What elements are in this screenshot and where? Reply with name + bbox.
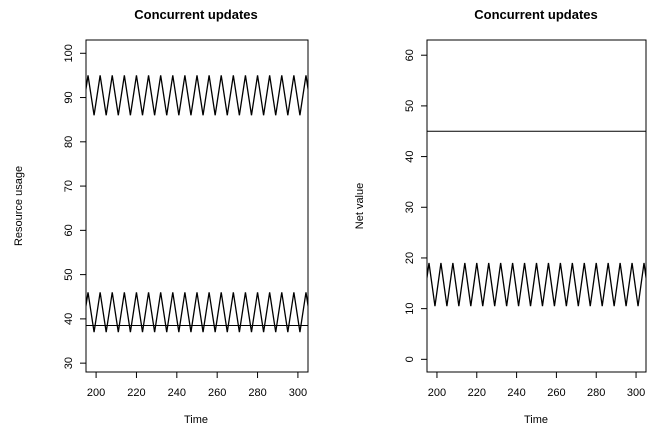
plot-frame bbox=[85, 39, 309, 373]
x-tick-label: 300 bbox=[627, 387, 645, 399]
y-tick-label: 40 bbox=[63, 313, 75, 325]
x-tick-label: 200 bbox=[87, 387, 105, 399]
chart-title: Concurrent updates bbox=[134, 7, 258, 22]
series-line bbox=[86, 292, 308, 333]
y-axis-label: Resource usage bbox=[13, 166, 25, 246]
y-tick-label: 30 bbox=[404, 201, 416, 213]
x-axis-label: Time bbox=[184, 414, 208, 426]
x-tick-label: 300 bbox=[289, 387, 307, 399]
y-axis-label: Net value bbox=[354, 183, 366, 229]
plot-frame bbox=[426, 39, 647, 373]
y-tick-label: 100 bbox=[63, 44, 75, 62]
series-line bbox=[427, 262, 646, 307]
x-tick-label: 200 bbox=[428, 387, 446, 399]
x-tick-label: 220 bbox=[127, 387, 145, 399]
y-tick-label: 70 bbox=[63, 180, 75, 192]
left-chart-panel: Concurrent updates Time Resource usage 2… bbox=[13, 7, 309, 426]
y-tick-label: 50 bbox=[404, 100, 416, 112]
y-tick-label: 0 bbox=[404, 356, 416, 362]
y-tick-label: 90 bbox=[63, 91, 75, 103]
x-tick-label: 260 bbox=[547, 387, 565, 399]
x-tick-label: 280 bbox=[248, 387, 266, 399]
right-chart-panel: Concurrent updates Time Net value 200 220… bbox=[354, 7, 647, 426]
x-tick-label: 240 bbox=[168, 387, 186, 399]
y-tick-label: 60 bbox=[404, 49, 416, 61]
y-tick-label: 50 bbox=[63, 268, 75, 280]
y-tick-label: 80 bbox=[63, 136, 75, 148]
y-tick-label: 60 bbox=[63, 224, 75, 236]
x-axis-label: Time bbox=[524, 414, 548, 426]
x-tick-label: 240 bbox=[507, 387, 525, 399]
series-line bbox=[86, 75, 308, 116]
y-tick-label: 40 bbox=[404, 150, 416, 162]
x-tick-label: 260 bbox=[208, 387, 226, 399]
x-tick-label: 280 bbox=[587, 387, 605, 399]
y-tick-label: 20 bbox=[404, 252, 416, 264]
x-tick-label: 220 bbox=[468, 387, 486, 399]
y-tick-label: 10 bbox=[404, 303, 416, 315]
y-tick-label: 30 bbox=[63, 357, 75, 369]
chart-title: Concurrent updates bbox=[474, 7, 598, 22]
